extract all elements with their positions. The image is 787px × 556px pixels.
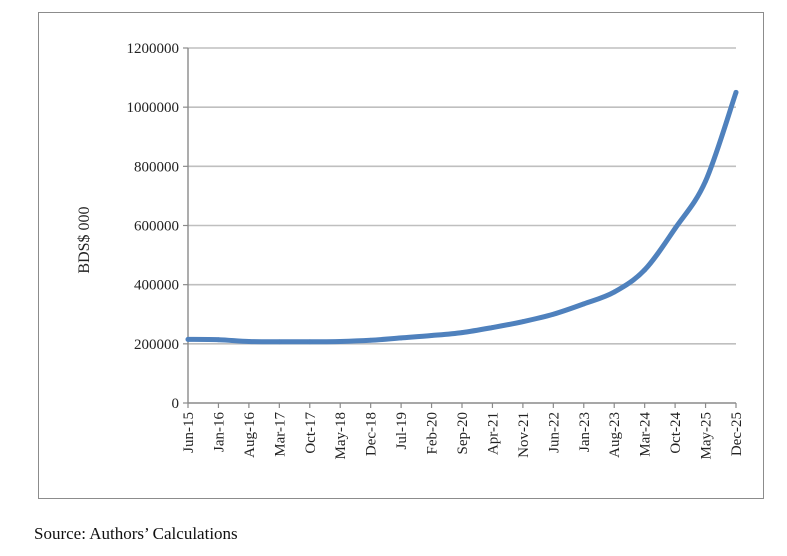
data-point [276,339,282,345]
data-point [398,335,404,341]
y-tick-label: 800000 [134,159,179,175]
series-line [185,89,739,345]
x-tick-label: Oct-17 [303,412,319,454]
series-layer [185,89,739,345]
data-point [216,337,221,343]
line-chart: 020000040000060000080000010000001200000 … [76,41,745,460]
data-point [429,333,434,338]
x-tick-label: Jul-19 [394,412,410,450]
y-tick-label: 1200000 [127,41,180,57]
data-point [246,339,252,344]
data-point [307,339,313,345]
chart-frame: 0 200000 400000 600000 800000 1000000 1200000 … [38,12,764,499]
data-point [520,319,526,325]
data-point [672,226,678,231]
y-axis-title: BDS$ 000 [76,206,93,273]
x-tick-label: Nov-21 [516,412,532,458]
data-point [337,339,343,344]
y-tick-label: 400000 [134,278,179,294]
y-tick-labels: 0 200000 400000 600000 800000 1000000 1200000 [127,41,180,412]
x-tick-label: Dec-25 [729,412,745,456]
data-point [642,267,648,273]
data-point [550,311,556,317]
data-point [368,337,374,343]
x-tick-label: Dec-18 [364,412,380,456]
y-tick-label: 200000 [134,337,179,353]
data-point [611,289,617,295]
x-tick-label: Jun-22 [546,412,562,453]
gridlines [188,47,736,345]
x-tick-label: May-25 [699,412,715,460]
x-tick-label: Aug-23 [607,412,623,458]
x-tick-label: Feb-20 [425,412,441,455]
x-tick-label: Jan-16 [211,412,227,452]
data-point [733,89,739,95]
axes [183,47,737,408]
x-tick-label: Sep-20 [455,412,471,455]
x-tick-label: Mar-24 [638,412,654,457]
y-tick-label: 0 [172,396,180,412]
x-tick-labels: Jun-15 Jan-16 Aug-16 Mar-17 Oct-17 May-18 Dec-… [181,412,745,460]
x-tick-label: Mar-17 [272,412,288,457]
x-tick-label: Apr-21 [485,412,501,455]
x-tick-label: Jan-23 [577,412,593,452]
data-point [459,330,465,335]
data-point [185,336,191,342]
x-tick-label: May-18 [333,412,349,460]
data-point [490,325,495,330]
y-tick-label: 600000 [134,219,179,235]
data-point [581,301,587,307]
data-point [703,178,708,184]
x-tick-label: Oct-24 [668,412,684,454]
source-note: Source: Authors’ Calculations [34,524,238,543]
x-tick-label: Aug-16 [242,412,258,458]
y-tick-label: 1000000 [127,100,180,116]
x-tick-label: Jun-15 [181,412,197,453]
